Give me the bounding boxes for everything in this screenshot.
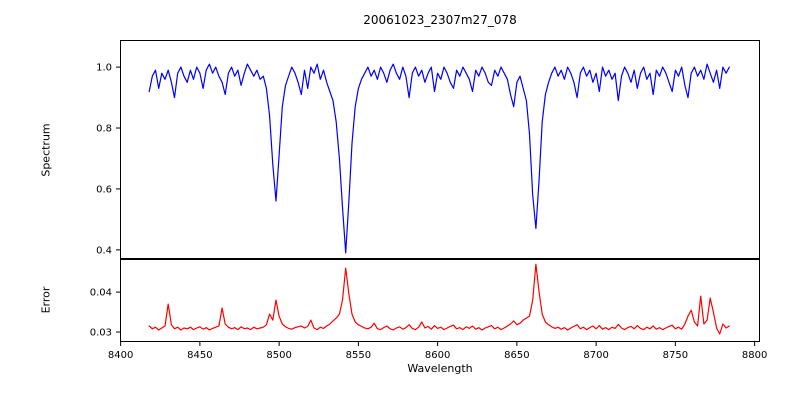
x-tick-label: 8650 bbox=[504, 350, 529, 361]
plot-title: 20061023_2307m27_078 bbox=[363, 13, 517, 27]
x-axis-label: Wavelength bbox=[407, 362, 473, 375]
x-tick-label: 8550 bbox=[346, 350, 371, 361]
error-y-tick-label: 0.03 bbox=[90, 328, 112, 339]
x-tick-label: 8600 bbox=[425, 350, 450, 361]
x-tick-label: 8500 bbox=[266, 350, 291, 361]
error-axes-frame bbox=[120, 259, 760, 342]
x-tick-label: 8800 bbox=[742, 350, 767, 361]
x-tick-label: 8400 bbox=[108, 350, 133, 361]
spectrum-y-tick-label: 1.0 bbox=[96, 63, 112, 74]
x-tick-label: 8450 bbox=[187, 350, 212, 361]
error-y-tick-label: 0.04 bbox=[90, 288, 112, 299]
x-tick-label: 8750 bbox=[663, 350, 688, 361]
spectrum-y-tick-label: 0.6 bbox=[96, 184, 112, 195]
spectrum-y-tick-label: 0.8 bbox=[96, 124, 112, 135]
x-tick-label: 8700 bbox=[583, 350, 608, 361]
spectrum-y-tick-label: 0.4 bbox=[96, 245, 112, 256]
error-curve bbox=[148, 263, 730, 335]
spectrum-axes-frame bbox=[120, 40, 760, 259]
spectrum-curve bbox=[148, 63, 730, 254]
